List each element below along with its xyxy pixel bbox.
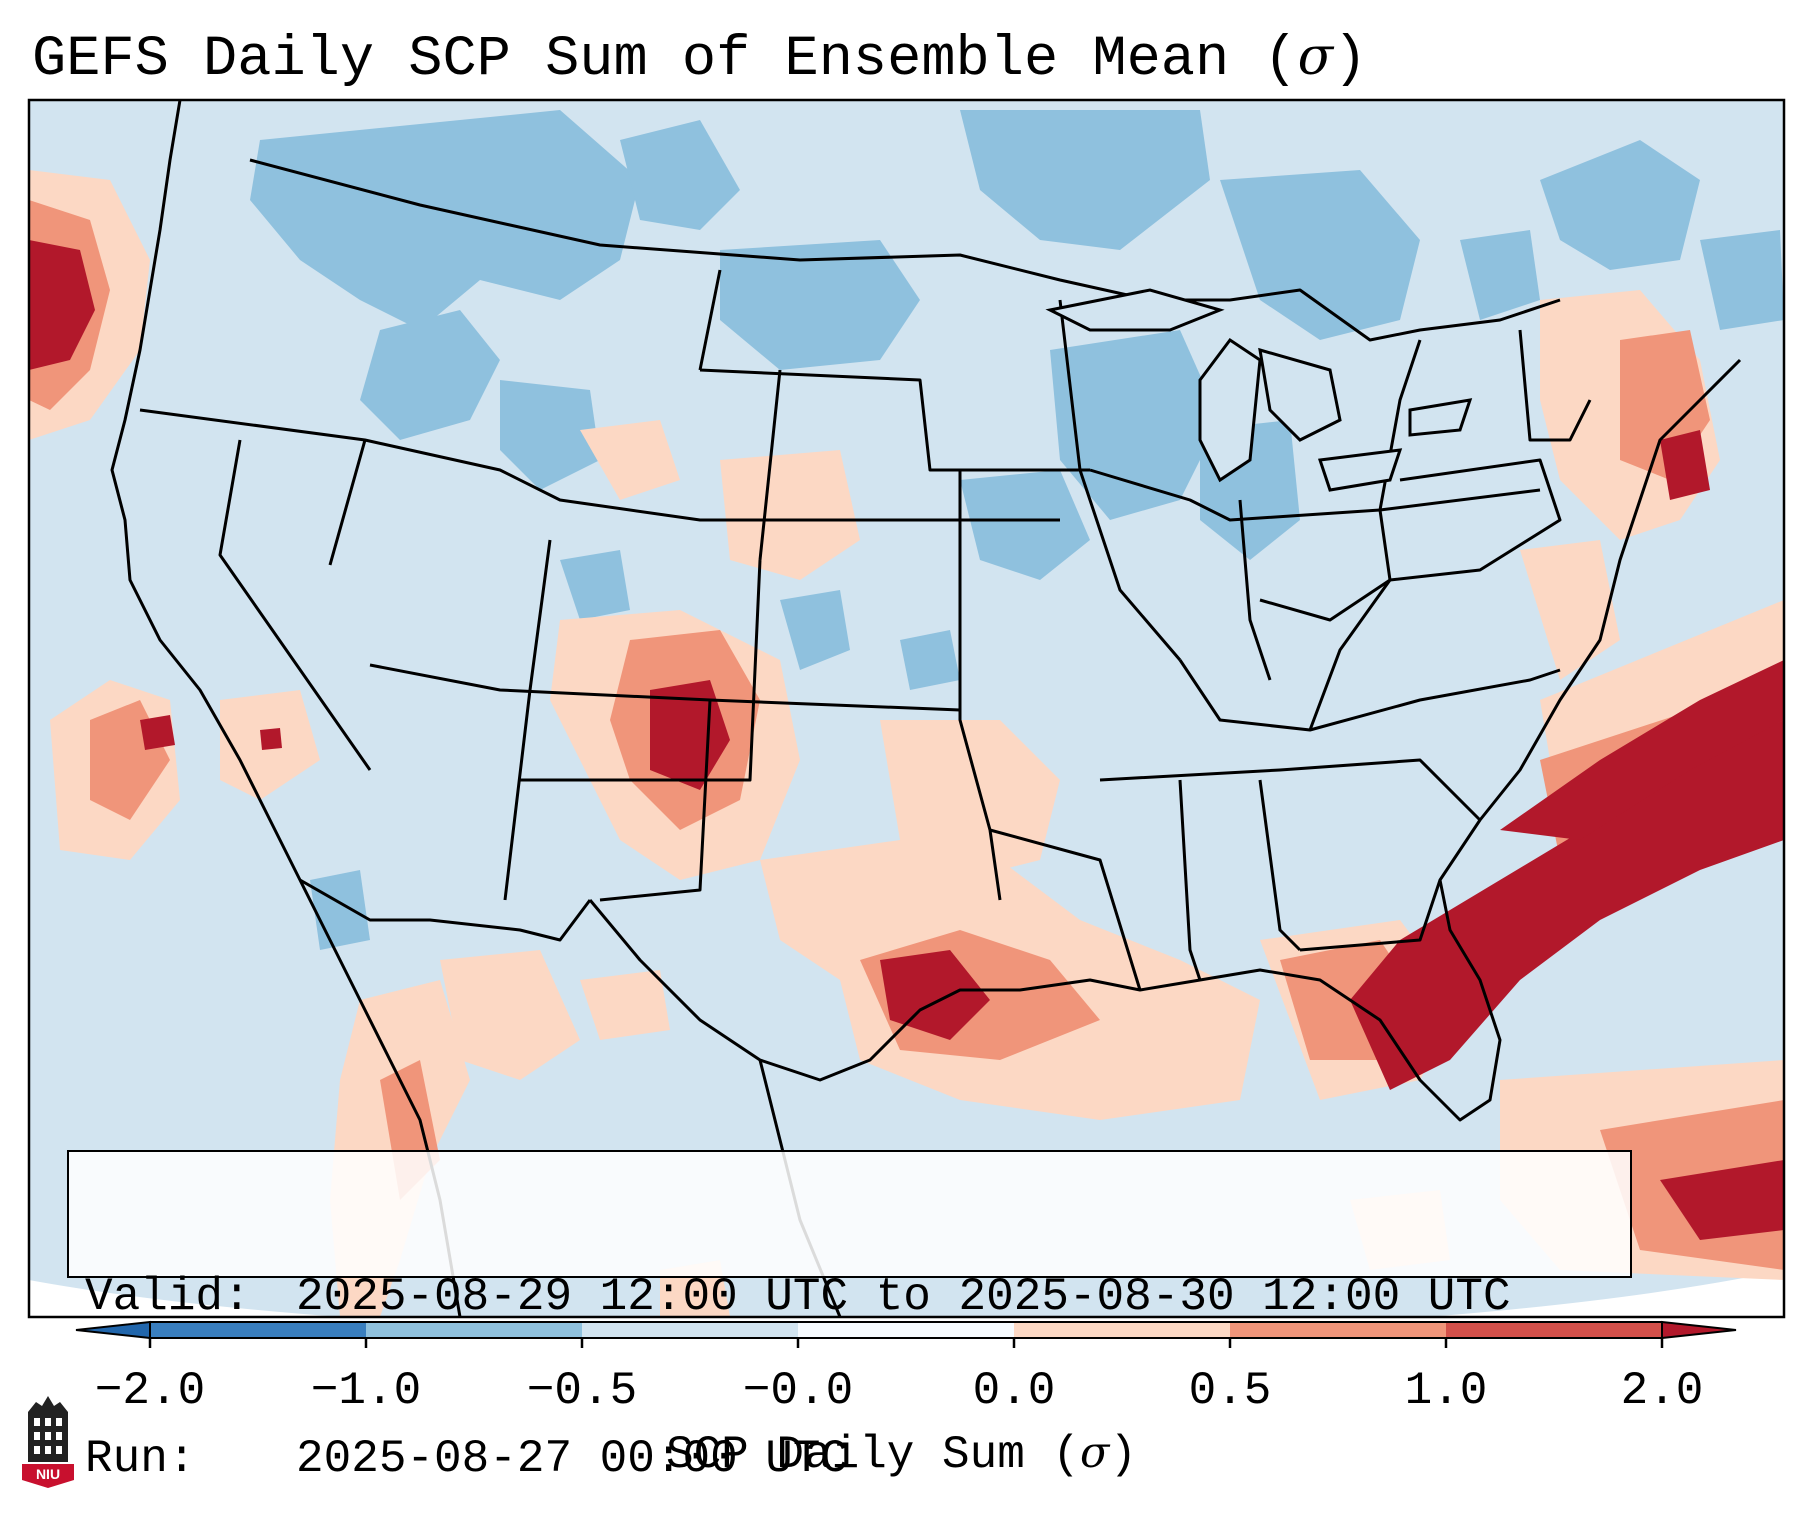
map-frame xyxy=(27,98,1786,1319)
colorbar-segment xyxy=(798,1322,1014,1338)
colorbar-extend-high xyxy=(1661,1320,1737,1340)
great-lakes xyxy=(1045,288,1473,492)
colorbar-tick-label: 0.5 xyxy=(1188,1365,1272,1417)
run-value: 2025-08-27 00:00 UTC xyxy=(296,1433,849,1485)
colorbar-segment xyxy=(1014,1322,1230,1338)
run-label: Run: xyxy=(85,1433,196,1485)
colorbar-tick-label: −1.0 xyxy=(310,1365,422,1417)
svg-text:NIU: NIU xyxy=(36,1466,60,1482)
colorbar-tick-label: 0.0 xyxy=(972,1365,1056,1417)
colorbar-ticks xyxy=(148,1338,1664,1348)
negative-anomaly-patches xyxy=(250,110,1784,950)
colorbar-segment xyxy=(1446,1322,1662,1338)
colorbar-segment xyxy=(150,1322,366,1338)
run-row: Run: 2025-08-27 00:00 UTC xyxy=(85,1432,1630,1486)
forecast-map xyxy=(27,98,1786,1348)
colorbar-tick-label: −2.0 xyxy=(94,1365,206,1417)
valid-label: Valid: xyxy=(85,1271,251,1323)
strong-positive-patches xyxy=(29,240,1784,1240)
colorbar xyxy=(75,1320,1737,1348)
valid-row: Valid: 2025-08-29 12:00 UTC to 2025-08-30… xyxy=(85,1270,1630,1324)
valid-value: 2025-08-29 12:00 UTC to 2025-08-30 12:00… xyxy=(296,1271,1511,1323)
map-title: GEFS Daily SCP Sum of Ensemble Mean (σ) xyxy=(32,27,1368,92)
validity-info-box: Valid: 2025-08-29 12:00 UTC to 2025-08-30… xyxy=(67,1150,1632,1485)
colorbar-outline xyxy=(149,1321,1663,1339)
niu-logo: NIU xyxy=(22,1396,74,1488)
colorbar-segment xyxy=(1230,1322,1446,1338)
colorbar-segment xyxy=(582,1322,798,1338)
colorbar-title: SCP Daily Sum (σ) xyxy=(665,1428,1138,1481)
colorbar-tick-label: 1.0 xyxy=(1404,1365,1488,1417)
colorbar-tick-label: −0.0 xyxy=(742,1365,854,1417)
outside-domain xyxy=(29,1270,1784,1317)
colorbar-tick-label: 2.0 xyxy=(1620,1365,1704,1417)
colorbar-segment xyxy=(366,1322,582,1338)
colorbar-tick-label: −0.5 xyxy=(526,1365,638,1417)
